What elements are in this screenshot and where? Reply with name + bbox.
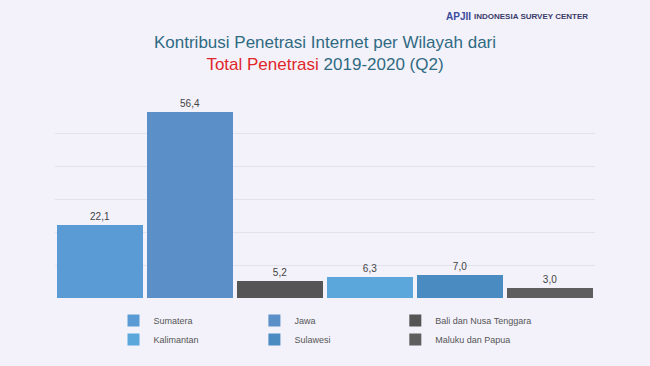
svg-text:Jawa: Jawa bbox=[294, 316, 315, 326]
svg-text:22,1: 22,1 bbox=[90, 211, 110, 222]
svg-text:Sumatera: Sumatera bbox=[154, 316, 193, 326]
svg-text:Kalimantan: Kalimantan bbox=[154, 335, 199, 345]
svg-text:3,0: 3,0 bbox=[543, 274, 557, 285]
svg-text:Maluku dan Papua: Maluku dan Papua bbox=[435, 335, 510, 345]
svg-text:7,0: 7,0 bbox=[453, 261, 467, 272]
svg-text:INDONESIA SURVEY CENTER: INDONESIA SURVEY CENTER bbox=[474, 12, 588, 21]
svg-text:Sulawesi: Sulawesi bbox=[294, 335, 330, 345]
svg-text:APJII: APJII bbox=[446, 11, 471, 22]
svg-text:6,3: 6,3 bbox=[363, 263, 377, 274]
svg-text:5,2: 5,2 bbox=[273, 267, 287, 278]
svg-text:56,4: 56,4 bbox=[180, 98, 200, 109]
svg-text:Kontribusi Penetrasi Internet: Kontribusi Penetrasi Internet per Wilaya… bbox=[154, 33, 496, 74]
svg-text:Bali dan Nusa Tenggara: Bali dan Nusa Tenggara bbox=[435, 316, 531, 326]
